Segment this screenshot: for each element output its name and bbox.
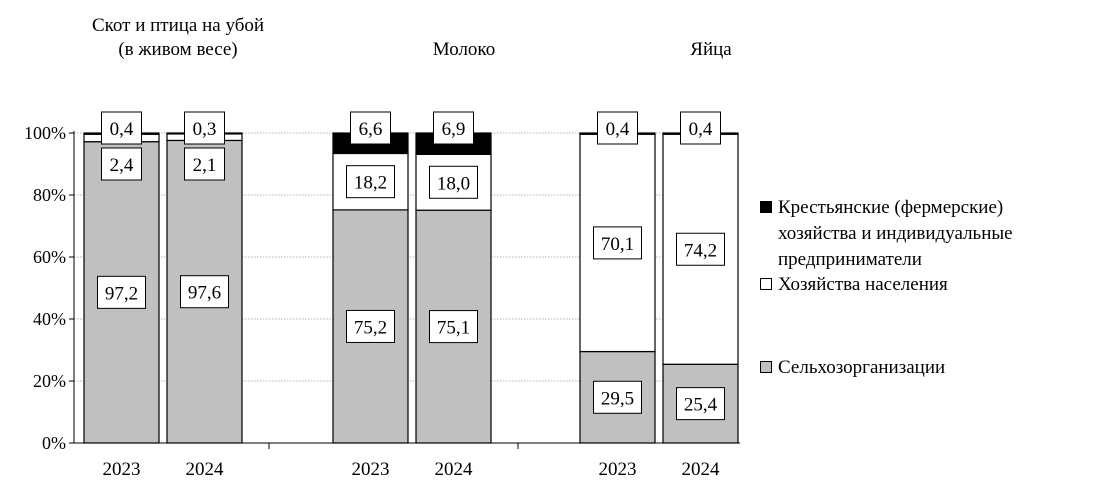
- data-label: 18,2: [354, 173, 387, 194]
- legend-label-agri-orgs: Сельхозорганизации: [778, 357, 946, 378]
- data-label-box: [180, 275, 229, 309]
- data-label: 74,2: [684, 240, 717, 261]
- x-tick-label: 2024: [682, 459, 721, 480]
- data-label-box: [433, 111, 474, 145]
- data-label-box: [346, 165, 395, 199]
- data-label: 6,6: [359, 119, 383, 140]
- x-tick-label: 2024: [186, 459, 225, 480]
- group-title: Скот и птица на убой (в живом весе): [48, 14, 308, 62]
- legend-swatch-households: [760, 278, 772, 290]
- data-label-box: [593, 226, 642, 260]
- group-title-line: (в живом весе): [118, 39, 238, 60]
- legend-label-line: Крестьянские (фермерские): [778, 197, 1004, 218]
- y-tick-label: 40%: [33, 309, 66, 329]
- data-label: 70,1: [601, 234, 634, 255]
- data-label-box: [101, 111, 142, 145]
- y-tick-label: 0%: [42, 433, 66, 453]
- data-label-box: [429, 165, 478, 199]
- legend-label-line: хозяйства и индивидуальные: [778, 223, 1013, 244]
- y-tick-label: 80%: [33, 185, 66, 205]
- data-label: 2,4: [110, 155, 134, 176]
- data-label-box: [101, 147, 142, 181]
- legend-swatch-farms: [760, 201, 772, 213]
- y-tick-label: 100%: [24, 123, 66, 143]
- legend-swatch-agri-orgs: [760, 361, 772, 373]
- data-label: 29,5: [601, 388, 634, 409]
- legend-label-farms: Крестьянские (фермерские) хозяйства и инд…: [778, 195, 1013, 273]
- data-label-box: [597, 111, 638, 145]
- data-label: 0,4: [110, 119, 134, 140]
- data-label: 0,4: [606, 119, 630, 140]
- y-tick-label: 20%: [33, 371, 66, 391]
- group-title: Яйца: [581, 38, 841, 62]
- y-tick-label: 60%: [33, 247, 66, 267]
- data-label-box: [680, 111, 721, 145]
- x-tick-label: 2023: [103, 459, 141, 480]
- axes: 0% 20% 40% 60% 80% 100% 2023 2024 2023 2024 2023 20…: [24, 123, 740, 480]
- x-tick-label: 2023: [599, 459, 637, 480]
- data-label-box: [429, 310, 478, 344]
- legend-label-line: предприниматели: [778, 249, 922, 270]
- data-labels: 97,2 2,4 0,4 97,6 2,1 0,3 75,2 18,2 6,6 75,1 18,0 6…: [97, 111, 725, 421]
- data-label: 97,6: [188, 283, 221, 304]
- data-label-box: [676, 232, 725, 266]
- group-title-line: Молоко: [432, 39, 496, 60]
- data-label: 2,1: [193, 155, 217, 176]
- data-label-box: [184, 111, 225, 145]
- data-label: 75,2: [354, 317, 387, 338]
- group-title-line: Яйца: [690, 39, 732, 60]
- legend-label-households: Хозяйства населения: [778, 274, 948, 295]
- data-label: 6,9: [442, 119, 466, 140]
- data-label: 0,3: [193, 119, 217, 140]
- data-label: 97,2: [105, 283, 138, 304]
- data-label: 18,0: [437, 173, 470, 194]
- data-label-box: [676, 387, 725, 421]
- data-label: 0,4: [689, 119, 713, 140]
- group-title-line: Скот и птица на убой: [91, 15, 265, 36]
- data-label: 25,4: [684, 395, 718, 416]
- data-label-box: [346, 309, 395, 343]
- data-label: 75,1: [437, 318, 470, 339]
- x-tick-label: 2023: [352, 459, 390, 480]
- data-label-box: [593, 380, 642, 414]
- group-title: Молоко: [334, 38, 594, 62]
- data-label-box: [97, 275, 146, 309]
- data-label-box: [350, 111, 391, 145]
- data-label-box: [184, 147, 225, 181]
- x-tick-label: 2024: [435, 459, 474, 480]
